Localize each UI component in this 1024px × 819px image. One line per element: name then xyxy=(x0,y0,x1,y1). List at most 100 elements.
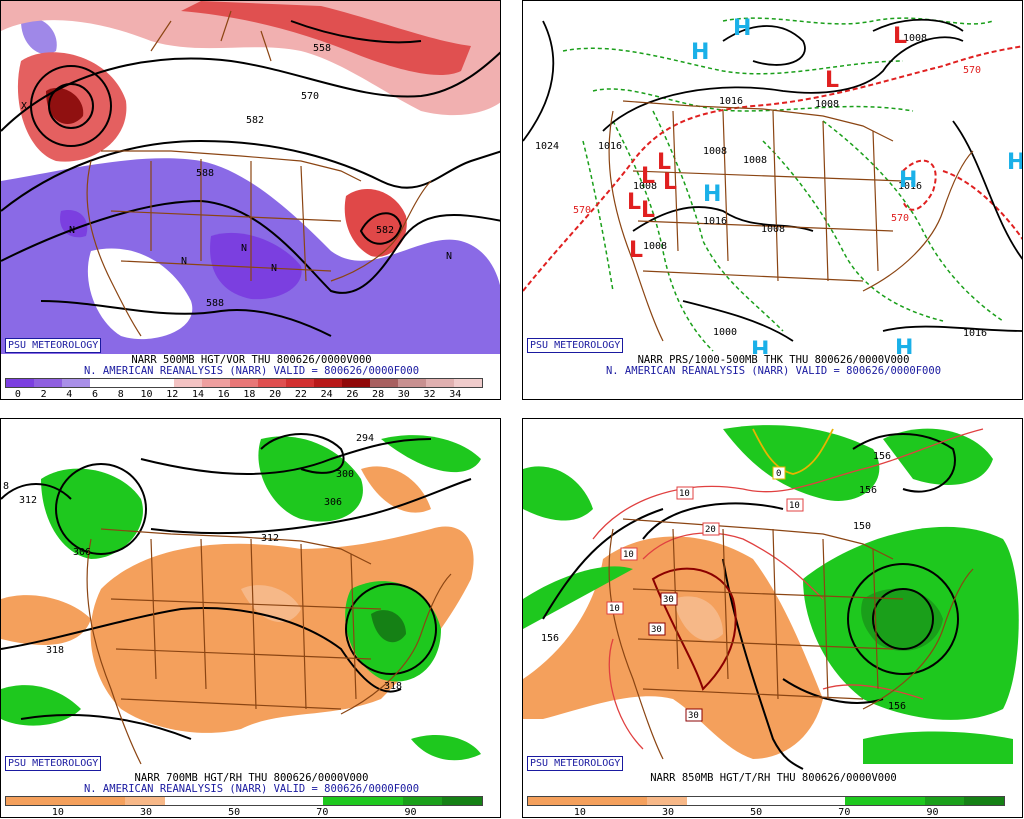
contour-label: 312 xyxy=(19,495,37,506)
contour-label: 570 xyxy=(301,91,319,102)
contour-label: 294 xyxy=(356,433,374,444)
rh-moist-north xyxy=(723,425,880,501)
rh-moist-west xyxy=(523,566,633,629)
colorbar-swatch xyxy=(323,797,364,805)
isobar-label: 1016 xyxy=(719,96,743,107)
panel-title-line1: NARR 850MB HGT/T/RH THU 800626/0000V000 xyxy=(650,772,897,784)
colorbar-swatch xyxy=(62,379,90,387)
svg-text:10: 10 xyxy=(679,489,690,499)
temp-label: 10 xyxy=(606,601,624,615)
colorbar xyxy=(527,796,1005,806)
isobar-label: 1024 xyxy=(535,141,559,152)
panel-title-line1: NARR 700MB HGT/RH THU 800626/0000V000 xyxy=(134,772,369,784)
colorbar-swatch xyxy=(314,379,342,387)
contour-label: 312 xyxy=(261,533,279,544)
colorbar-swatch xyxy=(647,797,687,805)
colorbar-swatch xyxy=(45,797,86,805)
isobar-label: 1016 xyxy=(963,328,987,339)
contour-label: 582 xyxy=(246,115,264,126)
colorbar-tick-label: 10 xyxy=(140,389,153,400)
map-850mb: 156 156 150 156 156 0 10 10 10 10 20 30 … xyxy=(523,425,1019,770)
vort-min-mark: N xyxy=(181,256,187,267)
contour-label: 156 xyxy=(859,485,877,496)
colorbar-tick-label: 90 xyxy=(404,807,417,818)
map-500mb: 558 570 582 588 582 588 X N N N N N xyxy=(1,1,500,354)
colorbar-swatch xyxy=(164,797,205,805)
thickness-label: 570 xyxy=(891,213,909,224)
panel-700mb-rh: 294 300 306 312 312 306 318 318 8 PSU ME… xyxy=(0,418,501,818)
colorbar-swatch xyxy=(607,797,648,805)
colorbar-tick-label: 10 xyxy=(573,807,586,818)
colorbar-swatch xyxy=(258,379,286,387)
colorbar-tick-label: 18 xyxy=(243,389,256,400)
psu-logo: PSU METEOROLOGY xyxy=(5,338,102,353)
colorbar-tick-label: 30 xyxy=(662,807,675,818)
temp-label: 20 xyxy=(702,522,720,536)
high-pressure-mark: H xyxy=(691,40,709,65)
contour-label: 318 xyxy=(46,645,64,656)
rh-dry-region xyxy=(523,536,823,759)
isobar-label: 1008 xyxy=(815,99,839,110)
colorbar-swatch xyxy=(34,379,62,387)
psu-logo: PSU METEOROLOGY xyxy=(5,756,102,771)
colorbar-tick-label: 32 xyxy=(423,389,436,400)
colorbar-ticks: 0 2 4 6 8 10 12 14 16 18 20 22 24 26 28 30 32 34 xyxy=(5,389,481,400)
colorbar-tick-label: 24 xyxy=(320,389,333,400)
colorbar-tick-label: 90 xyxy=(926,807,939,818)
vort-min-mark: N xyxy=(241,243,247,254)
rh-dry-light xyxy=(673,596,723,641)
temp-label: 0 xyxy=(772,466,786,480)
colorbar-tick-label: 12 xyxy=(166,389,179,400)
vort-max-mark: X xyxy=(21,101,27,112)
temp-label: 30 xyxy=(660,592,678,606)
colorbar-tick-label: 70 xyxy=(838,807,851,818)
colorbar-swatch xyxy=(204,797,245,805)
rh-moist-se xyxy=(411,734,481,761)
colorbar-swatch xyxy=(370,379,398,387)
colorbar-swatch xyxy=(924,797,965,805)
rh-moist-nw xyxy=(523,466,593,521)
isobar-label: 1008 xyxy=(703,146,727,157)
contour-label: 156 xyxy=(873,451,891,462)
isobar-label: 1000 xyxy=(713,327,737,338)
colorbar-tick-label: 0 xyxy=(14,389,21,400)
colorbar-swatch xyxy=(286,379,314,387)
low-pressure-mark: L xyxy=(893,24,907,49)
contour-label: 156 xyxy=(888,701,906,712)
panel-title-line2: N. AMERICAN REANALYSIS (NARR) VALID = 80… xyxy=(605,365,942,377)
vorticity-neg-nw xyxy=(21,18,57,55)
rh-moist-core-east xyxy=(371,610,406,643)
colorbar-swatch xyxy=(125,797,165,805)
colorbar-tick-label: 28 xyxy=(372,389,385,400)
contour-label: 588 xyxy=(196,168,214,179)
panel-500mb-vorticity: 558 570 582 588 582 588 X N N N N N PSU … xyxy=(0,0,501,400)
colorbar-swatch xyxy=(442,797,483,805)
colorbar-swatch xyxy=(244,797,284,805)
svg-text:10: 10 xyxy=(623,550,634,560)
thickness-label: 570 xyxy=(573,205,591,216)
contour-label: 588 xyxy=(206,298,224,309)
colorbar-tick-label: 20 xyxy=(269,389,282,400)
panel-title-line1: NARR PRS/1000-500MB THK THU 800626/0000V… xyxy=(637,354,910,366)
colorbar-swatch xyxy=(766,797,806,805)
colorbar-swatch xyxy=(342,379,370,387)
map-700mb: 294 300 306 312 312 306 318 318 8 xyxy=(1,433,481,765)
low-pressure-mark: L xyxy=(627,190,641,215)
vorticity-max-core-nw xyxy=(46,87,84,124)
colorbar xyxy=(5,796,483,806)
high-pressure-mark: H xyxy=(733,16,751,41)
rh-dry-west xyxy=(1,595,91,645)
colorbar-tick-label: 50 xyxy=(228,807,241,818)
high-pressure-mark: H xyxy=(895,336,913,354)
contour-label: 306 xyxy=(324,497,342,508)
temp-label: 10 xyxy=(786,498,804,512)
vorticity-min-region-2 xyxy=(60,210,88,238)
colorbar-tick-label: 34 xyxy=(449,389,462,400)
colorbar-tick-label: 10 xyxy=(51,807,64,818)
temp-label: 10 xyxy=(620,547,638,561)
colorbar-swatch xyxy=(283,797,324,805)
rh-dry-region xyxy=(90,526,474,733)
rh-moist-ne xyxy=(381,435,481,473)
panel-title-line1: NARR 500MB HGT/VOR THU 800626/0000V000 xyxy=(131,354,372,366)
rh-moist-se xyxy=(863,731,1013,764)
